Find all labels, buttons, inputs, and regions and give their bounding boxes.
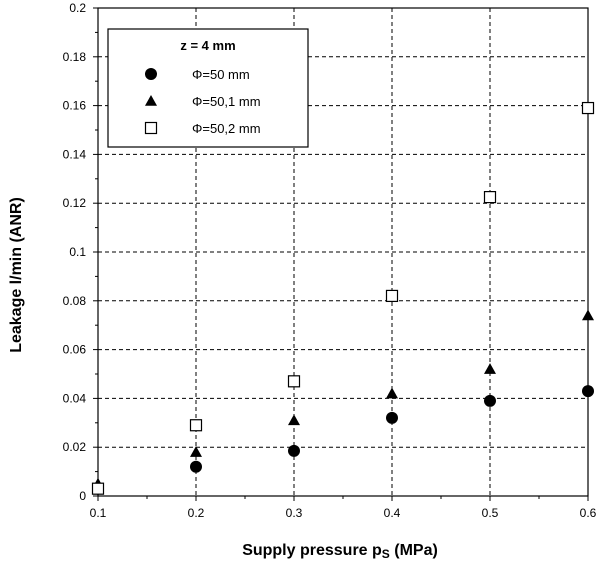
x-tick-label: 0.3 [286, 506, 303, 520]
x-tick-label: 0.4 [384, 506, 401, 520]
data-point-triangle [582, 309, 594, 321]
legend-marker-triangle [145, 95, 157, 106]
data-point-triangle [386, 387, 398, 399]
x-tick-label: 0.1 [90, 506, 107, 520]
data-point-triangle [484, 363, 496, 374]
y-tick-label: 0.06 [63, 343, 87, 357]
data-point-triangle [288, 414, 300, 426]
y-tick-label: 0.18 [63, 50, 87, 64]
x-axis-title: Supply pressure pS (MPa) [242, 542, 438, 561]
legend-title: z = 4 mm [180, 38, 235, 53]
data-point-square-open [385, 289, 399, 303]
data-point-circle [484, 394, 496, 407]
data-points [91, 101, 595, 495]
y-tick-label: 0.04 [63, 391, 87, 405]
y-tick-label: 0.2 [69, 1, 86, 15]
y-tick-label: 0.14 [63, 147, 87, 161]
data-point-square-open [189, 419, 203, 432]
data-point-square-open [91, 482, 105, 495]
y-tick-label: 0.16 [63, 99, 87, 113]
data-point-circle [288, 444, 300, 457]
y-tick-label: 0.12 [63, 196, 87, 210]
legend-label: Φ=50,2 mm [192, 121, 261, 136]
ticks: 0 0.02 0.04 0.06 0.08 0.1 0.12 0.14 0.16 0.18 0.2 0… [63, 1, 597, 520]
legend: z = 4 mm Φ=50 mm Φ=50,1 mm Φ=50,2 mm [107, 28, 309, 148]
data-point-square-open [581, 101, 595, 115]
x-tick-label: 0.2 [188, 506, 205, 520]
legend-marker-square-open [144, 121, 158, 135]
legend-box [107, 28, 309, 148]
y-tick-label: 0.08 [63, 294, 87, 308]
legend-label: Φ=50 mm [192, 67, 250, 82]
x-tick-label: 0.5 [482, 506, 499, 520]
y-axis-title: Leakage l/min (ANR) [8, 197, 25, 353]
data-point-square-open [287, 375, 301, 388]
data-point-triangle [190, 446, 202, 457]
y-tick-label: 0.02 [63, 440, 87, 454]
y-tick-label: 0.1 [69, 245, 86, 259]
legend-marker-circle [145, 68, 157, 80]
legend-label: Φ=50,1 mm [192, 94, 261, 109]
x-tick-label: 0.6 [580, 506, 597, 520]
data-point-circle [582, 385, 594, 398]
data-point-circle [190, 460, 202, 473]
y-tick-label: 0 [79, 489, 86, 503]
data-point-square-open [483, 191, 497, 204]
data-point-circle [386, 411, 398, 424]
